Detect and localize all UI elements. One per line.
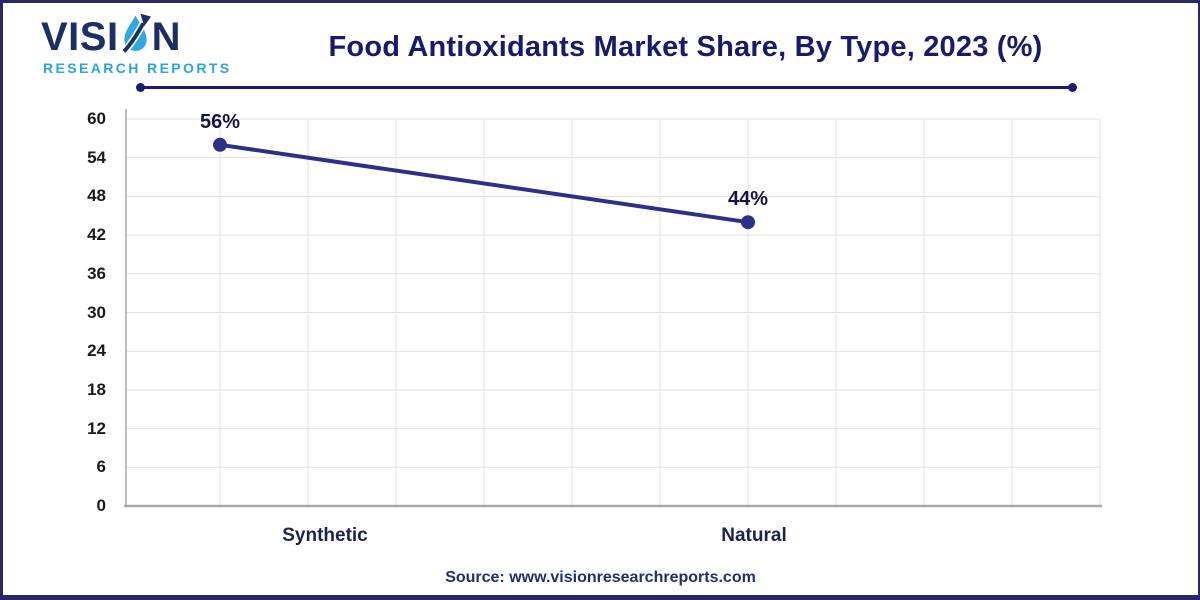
y-tick-label: 30 — [87, 302, 106, 322]
category-label: Natural — [721, 525, 787, 546]
data-point-marker — [741, 215, 755, 230]
brand-prefix: VISI — [41, 15, 119, 59]
y-tick-label: 12 — [87, 418, 106, 438]
y-tick-label: 54 — [87, 147, 106, 167]
series-line — [219, 142, 749, 225]
y-tick-label: 42 — [87, 225, 106, 245]
brand-suffix: N — [151, 15, 181, 59]
line-chart-plot — [124, 109, 1102, 508]
point-value-label: 56% — [199, 110, 241, 133]
page-title: Food Antioxidants Market Share, By Type,… — [328, 31, 1043, 63]
underline-right-dot-icon — [1068, 83, 1077, 92]
title-underline — [136, 83, 1077, 92]
y-tick-label: 6 — [96, 457, 106, 477]
vision-logo: VISI N RESEARCH REPORTS — [41, 13, 232, 76]
point-value-label: 44% — [727, 188, 769, 211]
y-tick-label: 18 — [87, 379, 106, 399]
y-tick-label: 60 — [87, 109, 106, 128]
y-tick-label: 0 — [96, 496, 106, 515]
y-tick-label: 48 — [87, 186, 106, 206]
y-tick-label: 24 — [87, 341, 106, 361]
underline-left-dot-icon — [136, 83, 145, 92]
brand-name: VISI N — [41, 13, 232, 59]
category-label: Synthetic — [282, 525, 368, 546]
data-point-marker — [213, 137, 227, 152]
y-tick-label: 36 — [87, 263, 106, 283]
source-attribution: Source: www.visionresearchreports.com — [445, 569, 756, 586]
vision-drop-icon — [120, 13, 151, 55]
brand-subtitle: RESEARCH REPORTS — [43, 60, 232, 76]
